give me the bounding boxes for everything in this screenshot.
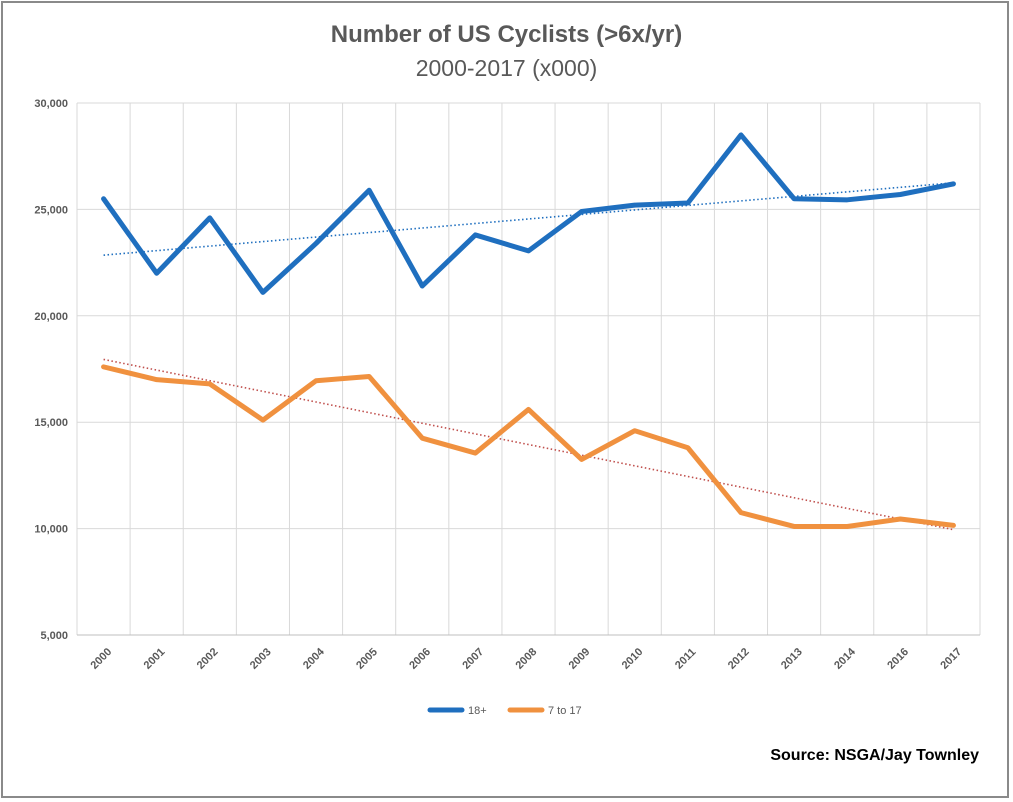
x-tick-label: 2012 — [726, 646, 752, 672]
trendline-1 — [103, 358, 954, 531]
y-tick-label: 10,000 — [34, 524, 68, 536]
x-tick-label: 2013 — [779, 646, 805, 672]
chart-title: Number of US Cyclists (>6x/yr) — [330, 21, 683, 48]
series-line-1 — [101, 364, 956, 529]
x-tick-label: 2000 — [89, 646, 115, 672]
x-tick-label: 2003 — [248, 646, 274, 672]
y-tick-label: 15,000 — [34, 417, 68, 429]
x-tick-label: 2001 — [142, 646, 168, 672]
x-tick-label: 2008 — [513, 646, 539, 672]
legend-label: 7 to 17 — [548, 705, 582, 717]
x-tick-label: 2007 — [460, 646, 486, 672]
x-tick-label: 2017 — [938, 646, 964, 672]
x-tick-label: 2006 — [407, 646, 433, 672]
x-tick-label: 2014 — [832, 645, 858, 671]
x-tick-label: 2011 — [673, 646, 698, 671]
y-tick-label: 30,000 — [34, 98, 68, 110]
series-line-0 — [101, 132, 956, 295]
x-tick-label: 2010 — [620, 646, 646, 672]
x-tick-label: 2004 — [301, 645, 327, 671]
x-tick-label: 2009 — [567, 646, 593, 672]
source-note: Source: NSGA/Jay Townley — [770, 747, 979, 764]
chart-subtitle: 2000-2017 (x000) — [415, 55, 598, 81]
x-tick-label: 2002 — [195, 646, 221, 672]
legend-label: 18+ — [468, 705, 487, 717]
y-tick-label: 20,000 — [34, 311, 68, 323]
y-tick-label: 5,000 — [40, 630, 68, 642]
x-tick-label: 2016 — [885, 646, 911, 672]
y-tick-label: 25,000 — [34, 204, 68, 216]
x-tick-label: 2005 — [354, 646, 380, 672]
